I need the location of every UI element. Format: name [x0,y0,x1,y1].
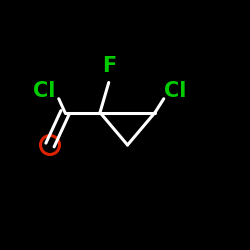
Text: F: F [102,56,116,76]
Text: Cl: Cl [164,81,186,101]
Text: Cl: Cl [32,81,55,101]
